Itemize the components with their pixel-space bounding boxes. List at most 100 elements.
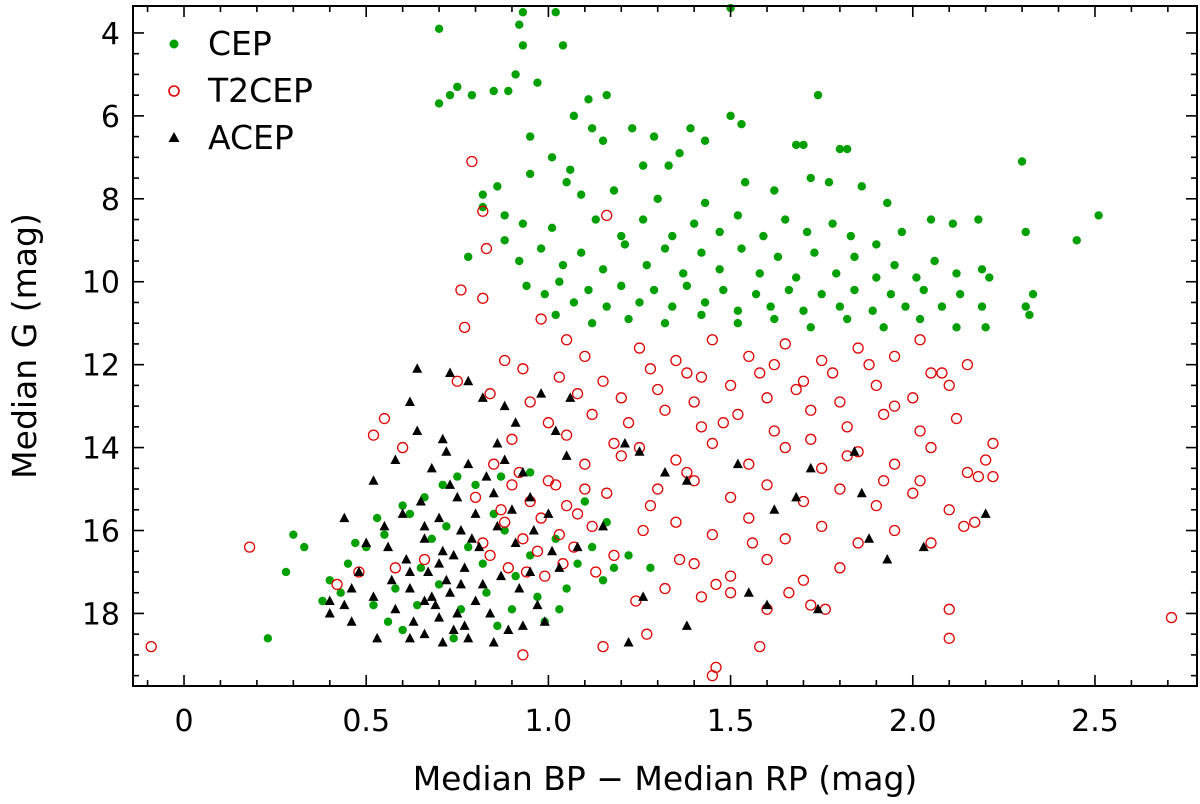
point-cep (525, 468, 535, 477)
point-t2cep (754, 367, 766, 379)
point-acep (805, 462, 816, 473)
point-cep (879, 323, 888, 332)
point-cep (700, 298, 710, 307)
point-cep (660, 244, 670, 253)
point-cep (598, 136, 608, 145)
point-t2cep (517, 533, 529, 545)
point-acep (415, 495, 426, 506)
point-t2cep (797, 375, 810, 387)
point-acep (525, 491, 536, 502)
point-cep (449, 634, 458, 643)
point-acep (419, 520, 430, 531)
x-tick-label: 2.5 (1071, 704, 1119, 739)
point-t2cep (418, 553, 431, 566)
point-cep (952, 323, 961, 332)
point-acep (532, 599, 543, 610)
legend: CEP T2CEP ACEP (168, 24, 313, 157)
point-cep (850, 252, 859, 262)
point-t2cep (608, 549, 620, 562)
point-cep (591, 215, 600, 224)
point-acep (470, 508, 481, 518)
point-t2cep (987, 437, 999, 450)
point-acep (634, 446, 645, 456)
point-t2cep (695, 421, 708, 433)
point-t2cep (834, 562, 846, 574)
point-cep (533, 78, 542, 87)
point-t2cep (590, 566, 602, 578)
point-t2cep (761, 553, 773, 566)
point-cep (1021, 227, 1030, 237)
point-acep (547, 545, 558, 556)
point-acep (638, 591, 649, 601)
point-t2cep (980, 454, 992, 466)
point-cep (635, 298, 644, 307)
point-t2cep (622, 417, 635, 429)
point-t2cep (557, 558, 569, 570)
point-cep (697, 248, 706, 257)
x-tick-label: 1.0 (525, 704, 573, 739)
point-cep (770, 186, 779, 195)
point-t2cep (644, 363, 657, 375)
point-cep (1094, 211, 1103, 220)
point-t2cep (805, 433, 817, 445)
point-t2cep (615, 450, 627, 462)
point-acep (426, 462, 437, 473)
point-acep (565, 392, 576, 402)
point-acep (492, 520, 503, 531)
point-t2cep (477, 537, 489, 549)
point-cep (985, 273, 994, 282)
point-t2cep (396, 441, 409, 454)
point-acep (448, 549, 459, 560)
point-t2cep (670, 516, 682, 528)
point-acep (572, 541, 583, 552)
y-tick-label: 10 (82, 266, 120, 301)
point-t2cep (531, 545, 544, 557)
point-cep (1021, 302, 1030, 311)
point-acep (404, 566, 415, 576)
point-t2cep (852, 342, 864, 354)
point-t2cep (724, 379, 737, 392)
y-tick-label: 4 (101, 17, 120, 52)
point-t2cep (870, 499, 882, 512)
point-acep (386, 574, 397, 585)
point-cep (740, 178, 750, 187)
point-t2cep (550, 479, 562, 491)
point-cep (915, 314, 925, 324)
point-cep (525, 132, 535, 141)
point-acep (434, 612, 445, 622)
point-cep (569, 298, 579, 307)
point-acep (485, 607, 496, 618)
point-t2cep (743, 458, 755, 470)
point-cep (289, 530, 298, 539)
point-acep (463, 632, 474, 643)
point-cep (343, 559, 353, 568)
point-t2cep (877, 475, 890, 487)
point-t2cep (378, 412, 391, 425)
point-cep (660, 318, 670, 328)
point-cep (587, 124, 597, 133)
point-cep (842, 314, 852, 324)
point-cep (784, 285, 794, 295)
point-acep (412, 363, 423, 373)
point-acep (543, 508, 554, 518)
point-t2cep (608, 437, 620, 450)
point-cep (981, 323, 990, 332)
point-t2cep (797, 495, 810, 508)
point-t2cep (477, 292, 489, 304)
y-tick-label: 8 (101, 183, 120, 218)
point-t2cep (826, 367, 839, 379)
point-t2cep (841, 421, 853, 433)
point-t2cep (553, 529, 565, 541)
point-t2cep (783, 587, 795, 599)
point-cep (281, 567, 291, 577)
point-cep (518, 8, 528, 17)
point-acep (459, 562, 470, 572)
point-cep (434, 99, 444, 108)
point-t2cep (724, 491, 737, 503)
point-cep (668, 231, 677, 241)
point-t2cep (888, 524, 901, 537)
point-t2cep (506, 433, 518, 445)
point-acep (619, 437, 630, 448)
point-cep (398, 501, 407, 510)
point-cep (930, 256, 939, 266)
